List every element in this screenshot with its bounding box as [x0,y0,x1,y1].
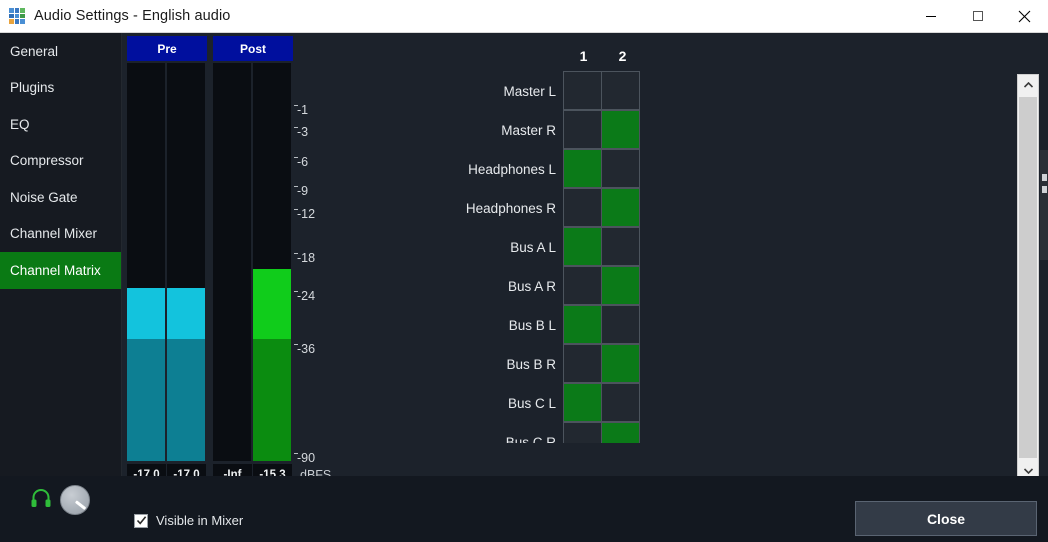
meter-header-pre: Pre [127,36,207,61]
matrix-cell-bus-b-l-1[interactable] [563,305,602,344]
matrix-row: Bus A L [344,227,640,267]
sidebar-item-label: EQ [10,116,30,132]
matrix-row: Master R [344,110,640,150]
matrix-cell-master-r-2[interactable] [601,110,640,149]
meter-tick-neg1: -1 [293,103,309,117]
sidebar-item-channel-matrix[interactable]: Channel Matrix [0,252,121,289]
channel-matrix-grid: 1 2 Master L Master R Headphones L Headphon… [344,36,1024,443]
matrix-row-label: Headphones R [465,201,556,216]
meter-tick-neg24: -24 [293,289,316,303]
matrix-column-header-1: 1 [579,48,588,64]
close-button[interactable]: Close [855,501,1037,536]
matrix-row-label: Bus A L [510,240,556,255]
window-controls [907,0,1048,32]
matrix-scrollbar[interactable] [1017,74,1039,481]
sidebar-item-label: Noise Gate [10,189,78,205]
matrix-row-label: Master L [503,84,556,99]
meter-tick-neg12: -12 [293,207,316,221]
matrix-row-label: Headphones L [468,162,556,177]
matrix-cell-bus-c-r-1[interactable] [563,422,602,443]
visible-in-mixer-row[interactable]: Visible in Mixer [134,513,243,528]
meter-header-post: Post [213,36,293,61]
meter-tick-neg90: -90 [293,451,316,465]
matrix-cell-headphones-r-2[interactable] [601,188,640,227]
meter-channel-pre-1 [127,63,165,461]
meter-tick-neg3: -3 [293,125,309,139]
level-meters: Pre Post -1 -3 -6 -9 -12 -18 -24 -36 -90 -17,0 -… [125,36,335,486]
meter-channel-post-1 [213,63,251,461]
matrix-row: Bus C R [344,422,640,443]
visible-in-mixer-checkbox[interactable] [134,513,148,528]
matrix-cell-bus-b-l-2[interactable] [601,305,640,344]
matrix-row: Bus B L [344,305,640,345]
visible-in-mixer-label: Visible in Mixer [156,513,244,528]
matrix-column-header-2: 2 [618,48,627,64]
matrix-cell-bus-c-l-2[interactable] [601,383,640,422]
matrix-cell-bus-c-l-1[interactable] [563,383,602,422]
matrix-row-label: Bus A R [507,279,556,294]
scrollbar-thumb[interactable] [1019,97,1037,458]
matrix-cell-master-r-1[interactable] [563,110,602,149]
sidebar-item-compressor[interactable]: Compressor [0,143,121,180]
background-window-sliver [1040,150,1048,260]
meter-tick-neg9: -9 [293,184,309,198]
matrix-cell-bus-b-r-2[interactable] [601,344,640,383]
matrix-cell-master-l-2[interactable] [601,71,640,110]
minimize-icon[interactable] [907,0,954,32]
meter-channel-post-2 [253,63,291,461]
matrix-row: Headphones R [344,188,640,228]
matrix-row-label: Bus B R [506,357,556,372]
meter-tick-neg36: -36 [293,342,316,356]
matrix-row: Master L [344,71,640,111]
settings-sidebar: General Plugins EQ Compressor Noise Gate Chan… [0,33,122,476]
matrix-row-label: Bus C R [505,435,556,443]
scroll-up-icon[interactable] [1018,75,1038,95]
window-title: Audio Settings - English audio [34,8,231,24]
matrix-cell-bus-b-r-1[interactable] [563,344,602,383]
sidebar-item-plugins[interactable]: Plugins [0,70,121,107]
balance-knob[interactable] [60,485,90,515]
matrix-cell-bus-c-r-2[interactable] [601,422,640,443]
matrix-cell-master-l-1[interactable] [563,71,602,110]
sidebar-item-channel-mixer[interactable]: Channel Mixer [0,216,121,253]
matrix-cell-bus-a-r-2[interactable] [601,266,640,305]
sidebar-item-general[interactable]: General [0,33,121,70]
matrix-row-label: Bus B L [508,318,556,333]
matrix-row: Bus C L [344,383,640,423]
sidebar-item-noise-gate[interactable]: Noise Gate [0,179,121,216]
matrix-cell-bus-a-l-1[interactable] [563,227,602,266]
matrix-cell-headphones-l-1[interactable] [563,149,602,188]
maximize-icon[interactable] [954,0,1001,32]
matrix-row-label: Master R [501,123,556,138]
sidebar-item-eq[interactable]: EQ [0,106,121,143]
title-bar: Audio Settings - English audio [0,0,1048,33]
grid-app-icon [9,8,25,24]
matrix-row-label: Bus C L [507,396,556,411]
sidebar-item-label: Channel Matrix [10,262,101,278]
matrix-cell-bus-a-l-2[interactable] [601,227,640,266]
scroll-down-icon[interactable] [1018,460,1038,480]
matrix-row: Bus B R [344,344,640,384]
close-icon[interactable] [1001,0,1048,32]
sidebar-item-label: Plugins [10,80,55,96]
sidebar-item-label: Compressor [10,153,84,169]
meter-scale: -1 -3 -6 -9 -12 -18 -24 -36 -90 [293,63,337,465]
matrix-cell-headphones-l-2[interactable] [601,149,640,188]
meter-group-post [213,63,293,461]
sidebar-item-label: Channel Mixer [10,226,98,242]
channel-matrix-panel: Pre Post -1 -3 -6 -9 -12 -18 -24 -36 -90 -17,0 -… [122,33,1048,486]
readout-spacer [207,464,213,486]
matrix-cell-bus-a-r-1[interactable] [563,266,602,305]
matrix-row: Headphones L [344,149,640,189]
meter-group-pre [127,63,207,461]
matrix-cell-headphones-r-1[interactable] [563,188,602,227]
matrix-row: Bus A R [344,266,640,306]
sidebar-item-label: General [10,43,59,59]
meter-tick-neg6: -6 [293,155,309,169]
meter-channel-pre-2 [167,63,205,461]
headphones-icon[interactable] [30,488,52,508]
meter-tick-neg18: -18 [293,251,316,265]
